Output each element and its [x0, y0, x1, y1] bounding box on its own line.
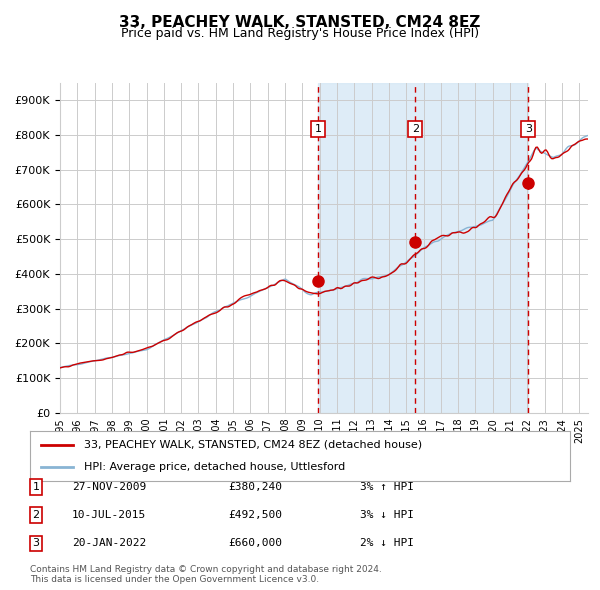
Text: 3: 3	[525, 124, 532, 134]
Text: 10-JUL-2015: 10-JUL-2015	[72, 510, 146, 520]
Text: 27-NOV-2009: 27-NOV-2009	[72, 482, 146, 491]
Text: HPI: Average price, detached house, Uttlesford: HPI: Average price, detached house, Uttl…	[84, 462, 345, 472]
Text: 20-JAN-2022: 20-JAN-2022	[72, 539, 146, 548]
Text: 1: 1	[32, 482, 40, 491]
Text: 2: 2	[412, 124, 419, 134]
Text: Contains HM Land Registry data © Crown copyright and database right 2024.
This d: Contains HM Land Registry data © Crown c…	[30, 565, 382, 584]
Text: 3: 3	[32, 539, 40, 548]
Text: £380,240: £380,240	[228, 482, 282, 491]
Text: £492,500: £492,500	[228, 510, 282, 520]
Bar	[318, 83, 528, 413]
Text: 3% ↓ HPI: 3% ↓ HPI	[360, 510, 414, 520]
Text: 1: 1	[314, 124, 322, 134]
Text: Price paid vs. HM Land Registry's House Price Index (HPI): Price paid vs. HM Land Registry's House …	[121, 27, 479, 40]
Text: £660,000: £660,000	[228, 539, 282, 548]
Text: 33, PEACHEY WALK, STANSTED, CM24 8EZ: 33, PEACHEY WALK, STANSTED, CM24 8EZ	[119, 15, 481, 30]
Text: 2: 2	[32, 510, 40, 520]
Text: 2% ↓ HPI: 2% ↓ HPI	[360, 539, 414, 548]
Text: 3% ↑ HPI: 3% ↑ HPI	[360, 482, 414, 491]
Text: 33, PEACHEY WALK, STANSTED, CM24 8EZ (detached house): 33, PEACHEY WALK, STANSTED, CM24 8EZ (de…	[84, 440, 422, 450]
